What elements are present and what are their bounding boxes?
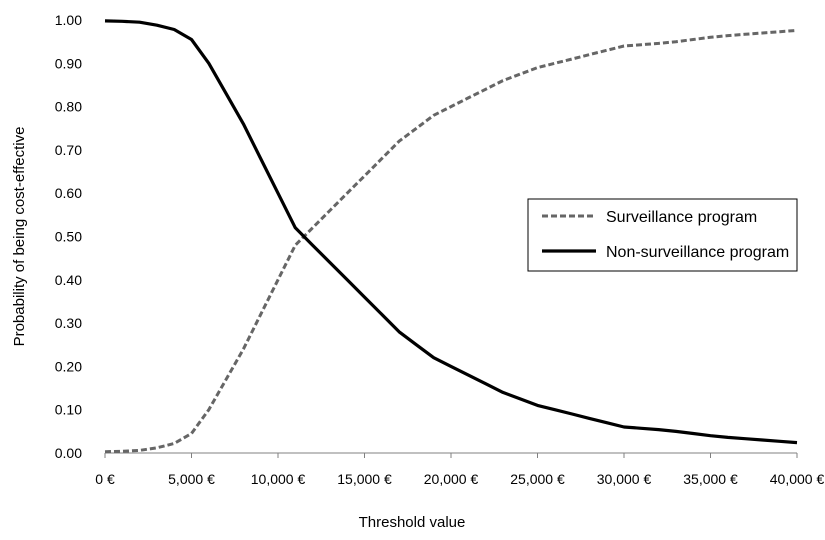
series-line-non-surveillance: [104, 19, 798, 445]
x-tick-label: 15,000 €: [337, 471, 392, 487]
x-tick-label: 30,000 €: [597, 471, 652, 487]
y-tick-label: 0.50: [55, 229, 82, 245]
y-tick-label: 0.30: [55, 315, 82, 331]
y-tick-label: 1.00: [55, 12, 82, 28]
y-axis-ticks: 0.00 0.10 0.20 0.30 0.40 0.50 0.60 0.70 0.80 0.90…: [55, 12, 82, 461]
x-tick-label: 25,000 €: [510, 471, 565, 487]
series-line-surveillance: [104, 28, 798, 454]
x-tick-label: 10,000 €: [251, 471, 306, 487]
legend: Surveillance program Non-surveillance pr…: [527, 198, 798, 272]
legend-box: [527, 198, 798, 272]
y-tick-label: 0.20: [55, 358, 82, 374]
y-tick-label: 0.70: [55, 142, 82, 158]
x-axis-ticks: 0 € 5,000 € 10,000 € 15,000 € 20,000 € 25,000…: [95, 453, 824, 487]
y-tick-label: 0.40: [55, 272, 82, 288]
x-tick-label: 20,000 €: [424, 471, 479, 487]
legend-label-surveillance: Surveillance program: [606, 209, 757, 226]
x-axis-label: Threshold value: [359, 514, 466, 531]
x-tick-label: 35,000 €: [683, 471, 738, 487]
x-tick-label: 0 €: [95, 471, 115, 487]
y-tick-label: 0.80: [55, 99, 82, 115]
legend-label-non-surveillance: Non-surveillance program: [606, 244, 789, 261]
x-tick-label: 5,000 €: [168, 471, 215, 487]
y-axis-label: Probability of being cost-effective: [11, 127, 28, 347]
y-tick-label: 0.10: [55, 402, 82, 418]
y-tick-label: 0.00: [55, 445, 82, 461]
series-layer: [104, 19, 798, 454]
y-tick-label: 0.60: [55, 185, 82, 201]
x-tick-label: 40,000 €: [770, 471, 825, 487]
y-tick-label: 0.90: [55, 55, 82, 71]
